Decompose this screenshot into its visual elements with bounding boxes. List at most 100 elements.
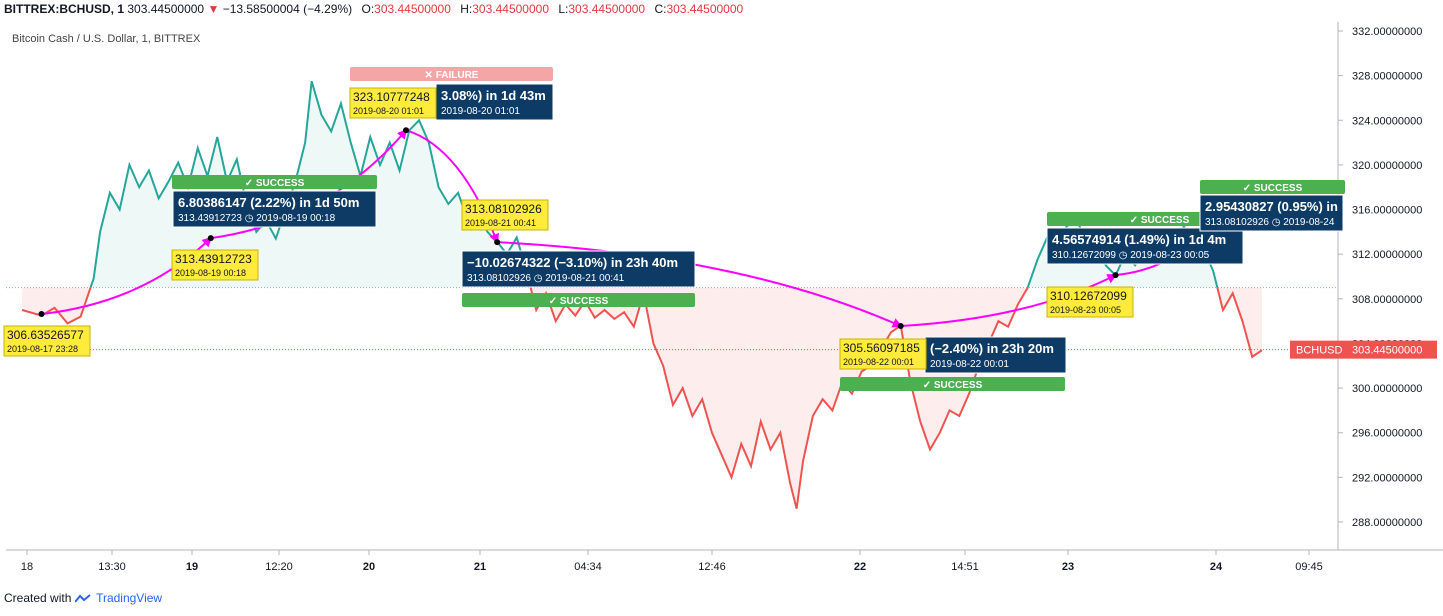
badge-label: ✓ SUCCESS: [1243, 183, 1303, 194]
trade-point: [403, 127, 410, 134]
y-tick-label: 308.00000000: [1352, 294, 1422, 306]
entry-price-value: 313.08102926: [465, 202, 542, 216]
close-label: C:: [654, 2, 667, 16]
x-tick-label: 22: [854, 561, 866, 573]
x-tick-label: 21: [474, 561, 486, 573]
last-price-symbol: BCHUSD: [1296, 345, 1343, 357]
entry-price-bg: [171, 249, 259, 281]
trade-point: [207, 235, 214, 242]
entry-price-value: 310.12672099: [1050, 289, 1127, 303]
entry-price-value: 323.10777248: [353, 90, 430, 104]
y-tick-label: 300.00000000: [1352, 383, 1422, 395]
x-tick-label: 20: [363, 561, 375, 573]
badge-label: ✓ SUCCESS: [245, 178, 305, 189]
y-tick-label: 292.00000000: [1352, 472, 1422, 484]
trade-result-box: 4.56574914 (1.49%) in 1d 4m 310.12672099 …: [1046, 227, 1244, 265]
trade-result-line2: 313.43912723 ◷ 2019-08-19 00:18: [178, 213, 336, 224]
entry-price-value: 305.56097185: [843, 341, 920, 355]
created-with-text: Created with: [4, 591, 72, 605]
x-tick-label: 12:46: [698, 561, 726, 573]
entry-price-time: 2019-08-17 23:28: [7, 344, 78, 354]
entry-price-time: 2019-08-19 00:18: [175, 268, 246, 278]
trade-result-line1: 4.56574914 (1.49%) in 1d 4m: [1052, 232, 1226, 247]
price-line-below: [21, 287, 1263, 509]
entry-price-bg: [3, 325, 91, 357]
trade-point: [494, 239, 501, 246]
trade-arrow: [900, 274, 1118, 328]
y-tick-label: 288.00000000: [1352, 517, 1422, 529]
tradingview-link[interactable]: TradingView: [96, 591, 163, 605]
badge-success: ✓ SUCCESS: [1200, 180, 1345, 194]
entry-price-time: 2019-08-20 01:01: [353, 106, 424, 116]
y-tick-label: 320.00000000: [1352, 160, 1422, 172]
y-tick-label: 328.00000000: [1352, 71, 1422, 83]
x-tick-label: 18: [21, 561, 33, 573]
low-value: 303.44500000: [568, 2, 646, 16]
x-tick-label: 09:45: [1295, 561, 1323, 573]
trade-result-box: (−2.40%) in 23h 20m 2019-08-22 00:01: [924, 336, 1067, 374]
trade-result-line1: −10.02674322 (−3.10%) in 23h 40m: [467, 255, 678, 270]
entry-price-time: 2019-08-21 00:41: [465, 218, 536, 228]
trade-result-bg: [1046, 227, 1244, 265]
last-price-tag: BCHUSD 303.44500000: [1290, 340, 1437, 359]
y-tick-label: 296.00000000: [1352, 428, 1422, 440]
trade-result-bg: [924, 336, 1067, 374]
y-tick-label: 332.00000000: [1352, 26, 1422, 38]
trade-result-bg: [172, 190, 377, 228]
y-tick-label: 312.00000000: [1352, 249, 1422, 261]
badge-success: ✓ SUCCESS: [840, 377, 1065, 391]
badge-bg: [172, 175, 377, 189]
x-tick-label: 04:34: [574, 561, 602, 573]
time-axis[interactable]: 18 13:30 19 12:20 20 21 04:34 12:46 22 14:51 23 24 0…: [21, 550, 1323, 573]
open-label: O:: [361, 2, 375, 16]
entry-price-tag: 310.12672099 2019-08-23 00:05: [1046, 286, 1134, 318]
price-axis[interactable]: 332.00000000 328.00000000 324.00000000 320.…: [1338, 26, 1422, 529]
open-value: 303.44500000: [374, 2, 451, 16]
high-label: H:: [460, 2, 473, 16]
trade-result-bg: [435, 83, 554, 121]
trade-result-line2: 2019-08-22 00:01: [930, 359, 1009, 370]
trade-result-line2: 313.08102926 ◷ 2019-08-21 00:41: [467, 273, 625, 284]
trade-point: [1112, 272, 1119, 279]
trade-result-line2: 310.12672099 ◷ 2019-08-23 00:05: [1052, 250, 1210, 261]
last-price-value: 303.44500000: [1352, 345, 1422, 357]
entry-price-tag: 306.63526577 2019-08-17 23:28: [3, 325, 91, 357]
entry-price-bg: [1046, 286, 1134, 318]
price-change: −13.58500004 (−4.29%): [222, 2, 353, 16]
entry-price-tag: 313.08102926 2019-08-21 00:41: [461, 199, 549, 231]
trade-result-bg: [1199, 194, 1344, 232]
entry-price-tag: 305.56097185 2019-08-22 00:01: [839, 338, 927, 370]
badge-label: ✓ SUCCESS: [923, 380, 983, 391]
footer: Created with TradingView: [4, 591, 162, 605]
badge-bg: [462, 293, 695, 307]
badge-label: ✓ SUCCESS: [549, 296, 609, 307]
trade-result-box: 2.95430827 (0.95%) in 313.08102926 ◷ 2019…: [1199, 194, 1344, 232]
badge-failure: ✕ FAILURE: [350, 67, 553, 81]
y-tick-label: 324.00000000: [1352, 115, 1422, 127]
close-value: 303.44500000: [666, 2, 744, 16]
badge-bg: [1200, 180, 1345, 194]
down-arrow-icon: ▼: [207, 2, 220, 16]
trade-result-box: 6.80386147 (2.22%) in 1d 50m 313.43912723…: [172, 190, 377, 228]
entry-price-time: 2019-08-22 00:01: [843, 357, 914, 367]
entry-price-value: 306.63526577: [7, 328, 84, 342]
x-tick-label: 12:20: [265, 561, 293, 573]
trade-point: [38, 311, 45, 318]
symbol-name[interactable]: BITTREX:BCHUSD, 1: [4, 2, 125, 16]
trade-point: [897, 323, 904, 330]
entry-price-time: 2019-08-23 00:05: [1050, 305, 1121, 315]
tradingview-logo-icon: [74, 594, 91, 603]
x-tick-label: 19: [186, 561, 198, 573]
trade-annotations: ✓ SUCCESS ✕ FAILURE ✓ SUCCESS ✓ SUCCESS ✓ SU…: [3, 67, 1345, 391]
high-value: 303.44500000: [472, 2, 549, 16]
trade-result-line1: 3.08%) in 1d 43m: [441, 88, 546, 103]
symbol-header: BITTREX:BCHUSD, 1 303.44500000 ▼ −13.585…: [4, 2, 743, 18]
badge-success: ✓ SUCCESS: [172, 175, 377, 189]
x-tick-label: 13:30: [98, 561, 126, 573]
y-tick-label: 316.00000000: [1352, 205, 1422, 217]
x-tick-label: 23: [1062, 561, 1074, 573]
entry-price-bg: [839, 338, 927, 370]
trade-result-bg: [461, 250, 696, 288]
entry-price-tag: 323.10777248 2019-08-20 01:01: [349, 87, 437, 119]
